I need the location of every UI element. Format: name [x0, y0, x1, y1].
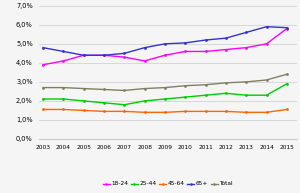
65+ [61, 50, 65, 53]
18-24 [184, 50, 187, 53]
18-24 [102, 54, 106, 56]
18-24 [224, 48, 228, 51]
25-44 [82, 100, 85, 102]
Line: 18-24: 18-24 [42, 27, 288, 66]
45-64 [163, 111, 167, 113]
Total [61, 86, 65, 89]
Total [122, 89, 126, 92]
Legend: 18-24, 25-44, 45-64, 65+, Total: 18-24, 25-44, 45-64, 65+, Total [100, 179, 236, 189]
25-44 [184, 96, 187, 98]
65+ [82, 54, 85, 56]
65+ [41, 47, 45, 49]
18-24 [244, 47, 248, 49]
45-64 [82, 109, 85, 112]
25-44 [61, 98, 65, 100]
25-44 [143, 100, 146, 102]
Total [265, 79, 268, 81]
Line: 25-44: 25-44 [42, 82, 288, 106]
Line: 45-64: 45-64 [42, 108, 288, 114]
45-64 [102, 110, 106, 113]
Total [163, 86, 167, 89]
Total [143, 87, 146, 90]
25-44 [41, 98, 45, 100]
18-24 [285, 27, 289, 30]
18-24 [204, 50, 207, 53]
45-64 [61, 108, 65, 111]
45-64 [143, 111, 146, 113]
Total [184, 85, 187, 87]
25-44 [285, 83, 289, 85]
45-64 [184, 110, 187, 113]
45-64 [224, 110, 228, 113]
18-24 [163, 54, 167, 56]
25-44 [224, 92, 228, 94]
Total [285, 73, 289, 75]
65+ [285, 26, 289, 29]
65+ [224, 37, 228, 39]
25-44 [204, 94, 207, 96]
45-64 [122, 110, 126, 113]
18-24 [82, 54, 85, 56]
Total [102, 88, 106, 91]
25-44 [163, 98, 167, 100]
65+ [122, 52, 126, 54]
45-64 [204, 110, 207, 113]
45-64 [41, 108, 45, 111]
Total [244, 81, 248, 83]
45-64 [285, 108, 289, 111]
18-24 [122, 56, 126, 58]
25-44 [122, 104, 126, 106]
Line: 65+: 65+ [42, 25, 288, 57]
18-24 [61, 60, 65, 62]
65+ [163, 43, 167, 45]
18-24 [41, 64, 45, 66]
25-44 [102, 102, 106, 104]
Total [224, 82, 228, 84]
25-44 [244, 94, 248, 96]
Total [82, 87, 85, 90]
65+ [265, 25, 268, 28]
18-24 [265, 43, 268, 45]
25-44 [265, 94, 268, 96]
65+ [244, 31, 248, 34]
Total [41, 86, 45, 89]
Line: Total: Total [42, 73, 288, 92]
45-64 [244, 111, 248, 113]
65+ [204, 39, 207, 41]
Total [204, 84, 207, 86]
45-64 [265, 111, 268, 113]
65+ [143, 47, 146, 49]
65+ [102, 54, 106, 56]
18-24 [143, 60, 146, 62]
65+ [184, 42, 187, 44]
